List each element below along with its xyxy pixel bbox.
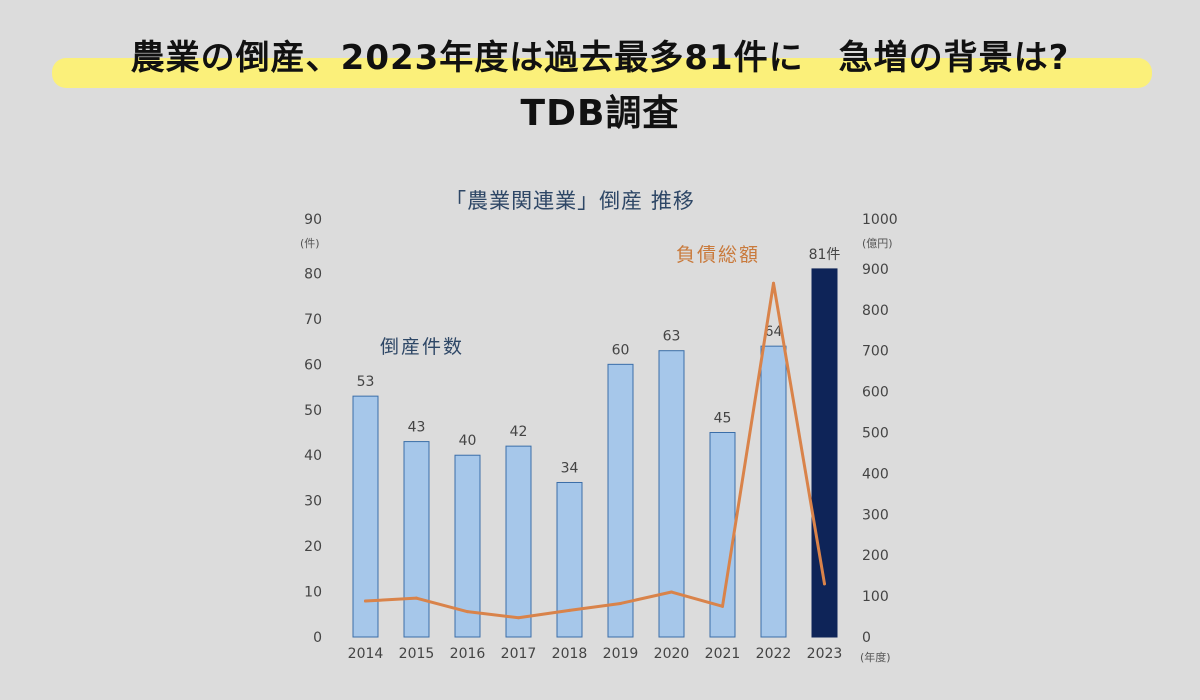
y-right-tick-label: 400 bbox=[862, 466, 889, 482]
y-right-tick-label: 800 bbox=[862, 303, 889, 319]
bar-value-label-2020: 63 bbox=[663, 329, 681, 345]
right-axis-unit: (億円) bbox=[862, 237, 893, 250]
series-label-count: 倒産件数 bbox=[380, 336, 465, 358]
left-axis-unit: (件) bbox=[300, 237, 320, 250]
bar-value-label-2014: 53 bbox=[357, 374, 375, 390]
y-right-tick-label: 0 bbox=[862, 630, 871, 646]
x-tick-label: 2016 bbox=[450, 646, 486, 662]
x-tick-label: 2021 bbox=[705, 646, 741, 662]
bar-2019 bbox=[607, 363, 634, 638]
x-tick-label: 2018 bbox=[552, 646, 588, 662]
bar-value-label-2015: 43 bbox=[408, 420, 426, 436]
y-right-tick-label: 900 bbox=[862, 262, 889, 278]
debt-point-2017 bbox=[517, 616, 520, 620]
headline-subtitle: TDB調査 bbox=[520, 93, 680, 134]
y-right-tick-label: 700 bbox=[862, 344, 889, 360]
bar-value-label-2021: 45 bbox=[714, 411, 732, 427]
x-tick-label: 2017 bbox=[501, 646, 537, 662]
x-tick-label: 2020 bbox=[654, 646, 690, 662]
y-left-tick-label: 50 bbox=[304, 403, 322, 419]
bar-2016 bbox=[454, 454, 481, 638]
y-right-tick-label: 600 bbox=[862, 385, 889, 401]
y-left-tick-label: 60 bbox=[304, 357, 322, 373]
x-tick-label: 2015 bbox=[399, 646, 435, 662]
debt-point-2023 bbox=[823, 582, 826, 586]
bar-2015 bbox=[403, 441, 430, 638]
bar-2017 bbox=[505, 445, 532, 638]
bar-value-label-2019: 60 bbox=[612, 342, 630, 358]
y-left-tick-label: 0 bbox=[313, 630, 322, 646]
bar-value-label-2017: 42 bbox=[510, 424, 528, 440]
headline: 農業の倒産、2023年度は過去最多81件に 急増の背景は? TDB調査 bbox=[0, 0, 1200, 140]
bar-2020 bbox=[658, 350, 685, 638]
debt-point-2016 bbox=[466, 610, 469, 614]
debt-point-2021 bbox=[721, 604, 724, 608]
chart-title: 「農業関連業」倒産 推移 bbox=[445, 189, 695, 213]
x-tick-label: 2019 bbox=[603, 646, 639, 662]
y-right-tick-label: 200 bbox=[862, 548, 889, 564]
debt-point-2015 bbox=[415, 596, 418, 600]
y-left-tick-label: 70 bbox=[304, 312, 322, 328]
debt-point-2019 bbox=[619, 601, 622, 605]
bar-value-label-2023: 81件 bbox=[809, 247, 841, 263]
x-tick-label: 2014 bbox=[348, 646, 384, 662]
headline-title: 農業の倒産、2023年度は過去最多81件に 急増の背景は? bbox=[130, 38, 1070, 78]
bar-value-label-2018: 34 bbox=[561, 460, 579, 476]
bar-2014 bbox=[352, 395, 379, 638]
series-label-debt: 負債総額 bbox=[676, 244, 761, 266]
y-left-tick-label: 40 bbox=[304, 448, 322, 464]
bar-value-label-2022: 64 bbox=[765, 324, 783, 340]
y-left-tick-label: 10 bbox=[304, 585, 322, 601]
y-right-tick-label: 100 bbox=[862, 589, 889, 605]
x-axis-unit: (年度) bbox=[860, 651, 891, 664]
bar-2022 bbox=[760, 345, 787, 638]
y-right-tick-label: 1000 bbox=[862, 212, 898, 228]
y-left-tick-label: 90 bbox=[304, 212, 322, 228]
x-tick-label: 2022 bbox=[756, 646, 792, 662]
debt-point-2020 bbox=[670, 590, 673, 594]
y-right-tick-label: 500 bbox=[862, 426, 889, 442]
y-left-tick-label: 20 bbox=[304, 539, 322, 555]
y-right-tick-label: 300 bbox=[862, 507, 889, 523]
debt-point-2022 bbox=[772, 281, 775, 285]
debt-point-2014 bbox=[364, 599, 367, 603]
bar-2018 bbox=[556, 481, 583, 638]
bar-value-label-2016: 40 bbox=[459, 433, 477, 449]
debt-line bbox=[364, 281, 826, 620]
y-left-tick-label: 30 bbox=[304, 494, 322, 510]
debt-point-2018 bbox=[568, 608, 571, 612]
headline-highlight bbox=[52, 58, 1152, 88]
y-left-tick-label: 80 bbox=[304, 266, 322, 282]
x-tick-label: 2023 bbox=[807, 646, 843, 662]
